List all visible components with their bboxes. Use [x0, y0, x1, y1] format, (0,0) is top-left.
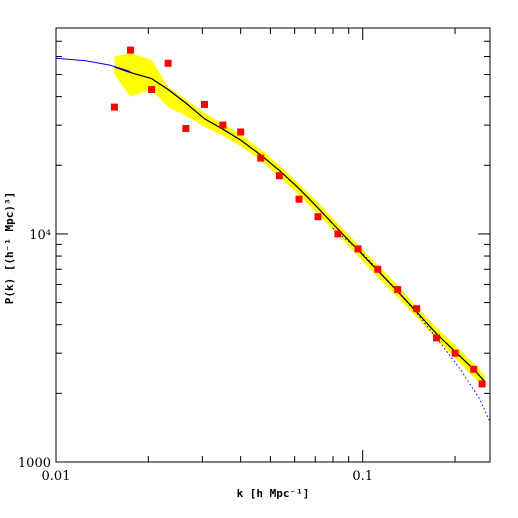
x-tick-label: 0.1 — [352, 469, 373, 484]
data-point — [148, 86, 156, 93]
data-point — [182, 125, 190, 132]
y-axis-title: P(k) [(h⁻¹ Mpc)³] — [3, 192, 16, 305]
data-point — [201, 100, 208, 108]
data-point — [478, 380, 486, 388]
linear-theory-curve-dotted — [332, 227, 491, 423]
plot-frame — [55, 27, 491, 463]
data-point — [127, 46, 134, 54]
axes-layer: 0.01 0.1 1000 10⁴ — [18, 27, 491, 484]
data-point — [354, 245, 362, 253]
data-point — [219, 121, 227, 129]
data-point — [451, 349, 459, 357]
data-point — [374, 265, 382, 273]
data-point — [334, 230, 342, 238]
data-point-layer — [110, 46, 486, 388]
data-point — [413, 305, 421, 313]
data-point — [394, 286, 402, 294]
data-point — [275, 172, 283, 180]
data-point — [470, 365, 478, 373]
error-band — [114, 53, 485, 389]
data-point — [237, 128, 245, 136]
curve-layer — [55, 57, 491, 423]
error-band-layer — [114, 53, 485, 389]
x-tick-label: 0.01 — [42, 469, 71, 484]
model-curve — [114, 66, 486, 383]
linear-theory-curve — [55, 57, 131, 73]
data-point — [257, 154, 265, 162]
y-tick-label: 10⁴ — [29, 228, 51, 243]
data-point — [295, 195, 303, 203]
x-axis-title: k [h Mpc⁻¹] — [237, 487, 310, 500]
data-point — [433, 334, 440, 342]
y-tick-label: 1000 — [18, 456, 51, 471]
data-point — [110, 103, 118, 111]
data-point — [314, 213, 322, 221]
data-point — [164, 59, 172, 67]
